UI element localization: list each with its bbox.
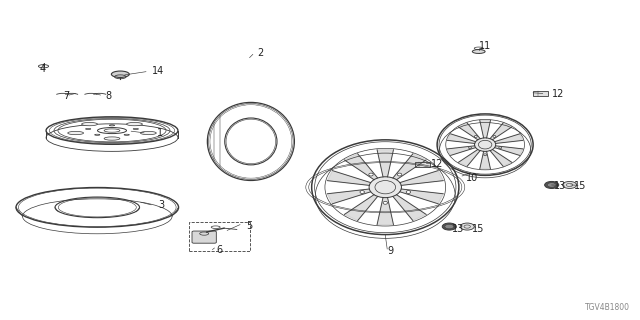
Ellipse shape [563, 181, 577, 188]
Ellipse shape [468, 147, 472, 149]
Text: 4: 4 [40, 64, 46, 74]
Ellipse shape [369, 177, 401, 198]
Ellipse shape [82, 123, 97, 126]
Polygon shape [393, 195, 426, 221]
Text: 2: 2 [257, 48, 264, 58]
Text: 5: 5 [246, 220, 253, 231]
Polygon shape [344, 195, 378, 221]
Polygon shape [327, 189, 371, 204]
Ellipse shape [397, 173, 402, 176]
Polygon shape [490, 123, 512, 140]
Text: 12: 12 [431, 159, 443, 169]
Polygon shape [458, 123, 480, 140]
Text: 8: 8 [106, 91, 112, 101]
FancyBboxPatch shape [192, 231, 216, 243]
Text: 13: 13 [554, 181, 566, 191]
Polygon shape [447, 146, 476, 156]
Text: 12: 12 [552, 89, 564, 100]
Ellipse shape [406, 191, 411, 194]
Ellipse shape [111, 71, 129, 77]
Text: 1: 1 [157, 128, 163, 138]
Ellipse shape [68, 132, 84, 135]
Polygon shape [393, 154, 426, 180]
Ellipse shape [474, 135, 477, 137]
Ellipse shape [360, 191, 364, 194]
Text: 15: 15 [574, 181, 586, 191]
Text: 11: 11 [479, 41, 491, 52]
Ellipse shape [547, 183, 556, 187]
Polygon shape [490, 149, 512, 166]
Polygon shape [458, 149, 480, 166]
Ellipse shape [499, 147, 502, 149]
Bar [415, 162, 430, 167]
Ellipse shape [445, 224, 454, 229]
Ellipse shape [472, 50, 485, 53]
Text: 9: 9 [387, 246, 394, 256]
Text: 10: 10 [466, 172, 478, 183]
Text: TGV4B1800: TGV4B1800 [586, 303, 630, 312]
Ellipse shape [140, 132, 156, 135]
Ellipse shape [442, 223, 456, 230]
Polygon shape [495, 146, 523, 156]
Ellipse shape [474, 138, 496, 151]
Ellipse shape [369, 173, 373, 176]
Ellipse shape [484, 154, 486, 156]
Polygon shape [480, 120, 490, 138]
Text: 3: 3 [159, 200, 165, 211]
Ellipse shape [545, 181, 559, 188]
Text: 7: 7 [63, 91, 69, 101]
Bar [189, 222, 250, 251]
Polygon shape [400, 189, 444, 204]
Ellipse shape [104, 137, 120, 140]
Ellipse shape [383, 201, 387, 204]
Polygon shape [344, 154, 378, 180]
Bar [533, 91, 548, 96]
Text: 14: 14 [152, 66, 164, 76]
Text: 13: 13 [452, 224, 464, 234]
Text: 6: 6 [216, 245, 223, 255]
Polygon shape [480, 151, 490, 169]
Polygon shape [327, 171, 371, 185]
Polygon shape [400, 171, 444, 185]
Ellipse shape [460, 223, 474, 230]
Polygon shape [495, 134, 523, 143]
Polygon shape [447, 134, 476, 143]
Polygon shape [377, 197, 394, 225]
Ellipse shape [127, 123, 142, 126]
Text: 15: 15 [472, 224, 484, 234]
Polygon shape [377, 150, 394, 177]
Ellipse shape [493, 135, 496, 137]
